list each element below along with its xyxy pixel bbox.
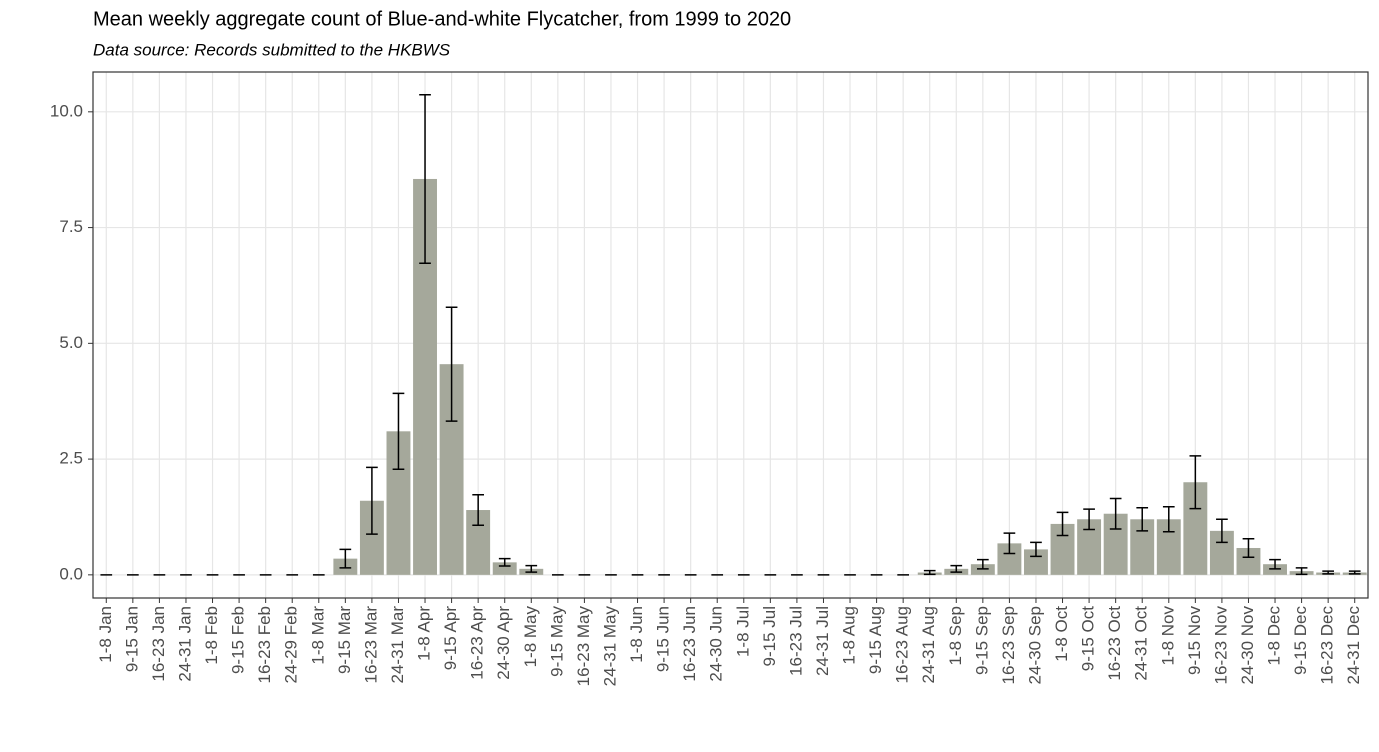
bar: [1236, 547, 1261, 575]
error-bar: [392, 392, 405, 471]
x-tick-label: 24-31 May: [600, 606, 619, 687]
x-tick-label: 24-30 Nov: [1238, 606, 1257, 685]
error-bar: [1056, 511, 1069, 537]
bar: [1209, 530, 1234, 575]
error-bar: [1189, 455, 1202, 510]
error-bar: [1162, 506, 1175, 533]
x-tick-label: 9-15 Nov: [1185, 606, 1204, 675]
bar: [1050, 523, 1075, 575]
x-tick-label: 24-30 Sep: [1025, 606, 1044, 684]
x-tick-label: 1-8 Oct: [1052, 606, 1071, 662]
x-tick-label: 16-23 Jan: [149, 606, 168, 682]
x-tick-label: 1-8 Feb: [202, 606, 221, 665]
x-tick-label: 24-30 Apr: [494, 606, 513, 680]
x-tick-label: 16-23 Mar: [361, 606, 380, 684]
x-tick-label: 24-31 Dec: [1344, 606, 1363, 685]
bar: [413, 178, 437, 575]
x-tick-label: 1-8 Aug: [840, 606, 859, 665]
x-tick-label: 16-23 Jun: [680, 606, 699, 682]
x-tick-label: 16-23 Feb: [255, 606, 274, 684]
error-bar: [1003, 532, 1016, 555]
error-bar: [419, 93, 431, 264]
x-tick-label: 1-8 Sep: [946, 606, 965, 666]
error-bar: [1083, 508, 1095, 531]
error-bar: [1242, 537, 1255, 559]
chart-subtitle: Data source: Records submitted to the HK…: [93, 40, 451, 59]
x-tick-label: 9-15 May: [547, 606, 566, 677]
x-tick-label: 9-15 Jan: [122, 606, 141, 672]
x-tick-label: 16-23 Aug: [893, 606, 912, 684]
x-tick-label: 24-30 Jun: [707, 606, 726, 682]
chart-title: Mean weekly aggregate count of Blue-and-…: [93, 8, 791, 30]
x-tick-label: 1-8 Apr: [415, 606, 434, 661]
x-tick-label: 24-31 Jan: [175, 606, 194, 682]
x-tick-label: 1-8 Jun: [627, 606, 646, 663]
x-tick-label: 9-15 Dec: [1291, 606, 1310, 675]
x-tick-label: 1-8 May: [521, 606, 540, 668]
x-tick-label: 16-23 Nov: [1211, 606, 1230, 685]
bar: [1156, 519, 1181, 575]
x-tick-label: 24-29 Feb: [282, 606, 301, 684]
error-bar: [339, 548, 352, 569]
bar: [997, 543, 1022, 575]
x-tick-label: 9-15 Jul: [760, 606, 779, 666]
x-tick-label: 16-23 Sep: [999, 606, 1018, 684]
x-tick-label: 24-31 Oct: [1132, 606, 1151, 681]
bar: [386, 431, 411, 575]
error-bar: [1322, 570, 1334, 575]
error-bar: [525, 564, 538, 573]
x-tick-label: 24-31 Aug: [919, 606, 938, 684]
error-bar: [1030, 541, 1042, 558]
x-tick-label: 16-23 May: [574, 606, 593, 687]
error-bar: [498, 557, 511, 567]
x-tick-label: 9-15 Mar: [335, 606, 354, 674]
y-tick-label: 7.5: [59, 217, 83, 236]
error-bar: [366, 466, 378, 535]
bar: [439, 364, 464, 575]
error-bar: [1136, 506, 1149, 532]
x-tick-label: 16-23 Dec: [1318, 606, 1337, 685]
x-tick-label: 1-8 Dec: [1265, 606, 1284, 666]
x-tick-label: 9-15 Feb: [229, 606, 248, 674]
x-tick-label: 9-15 Jun: [654, 606, 673, 672]
x-tick-label: 16-23 Jul: [786, 606, 805, 676]
x-tick-label: 24-31 Mar: [388, 606, 407, 684]
error-bar: [950, 564, 963, 573]
x-tick-label: 9-15 Aug: [866, 606, 885, 674]
x-tick-label: 1-8 Jan: [96, 606, 115, 663]
bar: [1183, 482, 1208, 575]
x-tick-label: 16-23 Oct: [1105, 606, 1124, 681]
error-bar: [1295, 567, 1308, 576]
x-tick-label: 1-8 Jul: [733, 606, 752, 657]
x-tick-label: 1-8 Mar: [308, 606, 327, 665]
bar: [1130, 519, 1155, 575]
x-tick-label: 16-23 Apr: [468, 606, 487, 680]
error-bar: [1109, 497, 1122, 530]
error-bar: [445, 306, 458, 422]
error-bar: [1348, 570, 1361, 575]
y-tick-label: 2.5: [59, 449, 83, 468]
bar: [1077, 519, 1102, 575]
bar: [466, 510, 491, 575]
bar: [359, 500, 384, 575]
error-bar: [1269, 558, 1281, 570]
error-bar: [977, 558, 989, 570]
bar: [1024, 549, 1048, 575]
error-bar: [923, 569, 936, 576]
bar: [492, 562, 517, 575]
x-tick-label: 1-8 Nov: [1158, 606, 1177, 666]
error-bar: [1216, 518, 1228, 544]
x-tick-label: 9-15 Apr: [441, 606, 460, 671]
error-bar: [472, 493, 484, 527]
y-tick-label: 5.0: [59, 333, 83, 352]
bar: [1103, 513, 1128, 575]
x-tick-label: 9-15 Oct: [1079, 606, 1098, 671]
y-tick-label: 10.0: [50, 101, 83, 120]
y-tick-label: 0.0: [59, 564, 83, 583]
panel-border: [92, 71, 1369, 599]
x-tick-label: 24-31 Jul: [813, 606, 832, 676]
x-tick-label: 9-15 Sep: [972, 606, 991, 675]
